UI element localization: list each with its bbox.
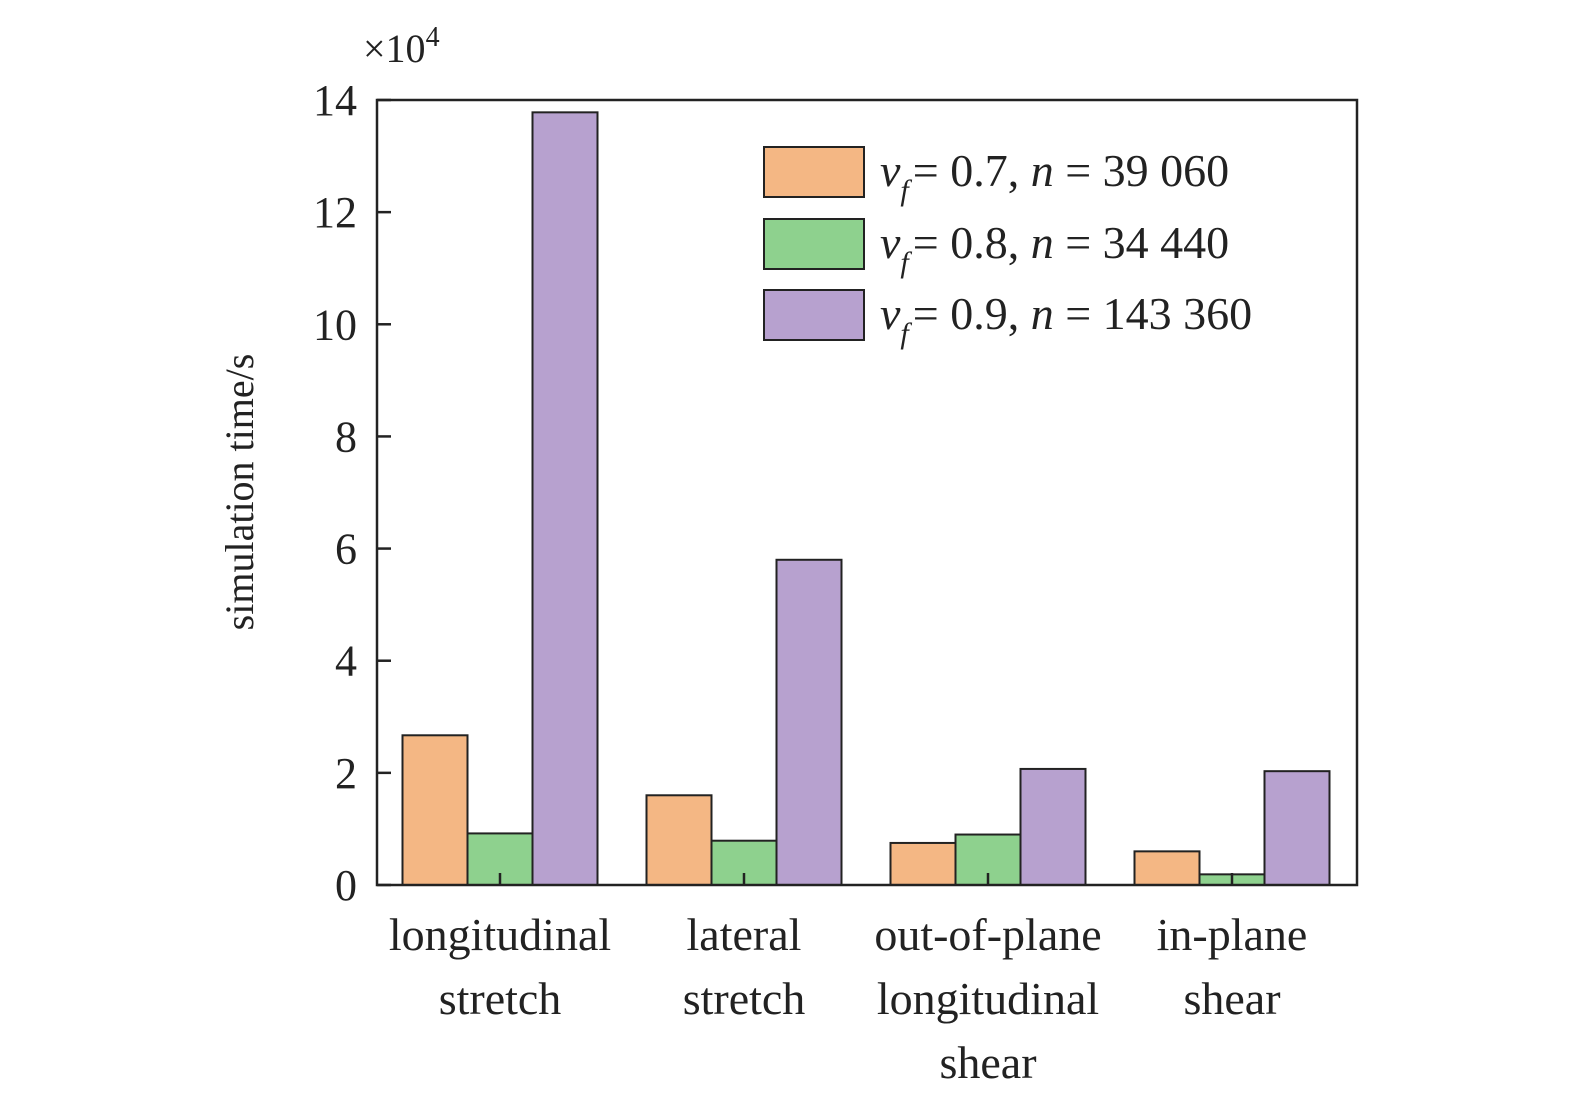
bar — [775, 558, 843, 886]
y-tick-label: 12 — [313, 188, 357, 237]
x-category-line: stretch — [439, 973, 562, 1024]
y-tick-label: 10 — [313, 300, 357, 349]
x-category-line: lateral — [687, 909, 802, 960]
bar — [1133, 850, 1201, 886]
x-category-label: out-of-plane longitudinal shear — [874, 909, 1101, 1088]
x-category-label: in-plane shear — [1157, 909, 1308, 1024]
plot-frame — [375, 98, 1359, 887]
legend-entry: vf= 0.7, n = 39 060 — [880, 145, 1229, 207]
y-tick-label: 2 — [335, 749, 357, 798]
y-tick-label: 8 — [335, 412, 357, 461]
legend-subscript: f — [900, 174, 912, 207]
legend-symbol: v — [880, 288, 901, 339]
y-tick-label: 0 — [335, 861, 357, 910]
x-category-line: out-of-plane — [874, 909, 1101, 960]
x-category-line: longitudinal — [389, 909, 611, 960]
x-category-line: longitudinal — [877, 973, 1099, 1024]
scale-exponent: 4 — [426, 22, 440, 53]
scale-prefix: ×10 — [363, 26, 426, 71]
bar — [645, 794, 713, 886]
legend-entry: vf= 0.8, n = 34 440 — [880, 217, 1229, 279]
legend-n-value: = 34 440 — [1054, 217, 1229, 268]
x-category-line: stretch — [683, 973, 806, 1024]
legend-subscript: f — [900, 246, 912, 279]
bar — [889, 841, 957, 886]
legend-subscript: f — [900, 317, 912, 350]
legend-vf: = 0.9, — [913, 288, 1031, 339]
legend-symbol: v — [880, 145, 901, 196]
bar — [1263, 770, 1331, 886]
legend-n-value: = 143 360 — [1054, 288, 1252, 339]
scale-multiplier: ×104 — [363, 22, 440, 71]
x-category-label: longitudinal stretch — [389, 909, 611, 1024]
legend-n-symbol: n — [1031, 145, 1054, 196]
x-category-line: shear — [939, 1037, 1036, 1088]
legend-entry: vf= 0.9, n = 143 360 — [880, 288, 1252, 350]
y-tick-label: 14 — [313, 76, 357, 125]
bar — [1019, 767, 1087, 886]
x-category-label: lateral stretch — [683, 909, 806, 1024]
bar — [531, 111, 599, 887]
x-category-line: shear — [1183, 973, 1280, 1024]
x-category-line: in-plane — [1157, 909, 1308, 960]
y-tick-label: 4 — [335, 637, 357, 686]
legend-n-value: = 39 060 — [1054, 145, 1229, 196]
legend-swatch — [763, 218, 865, 270]
legend-vf: = 0.7, — [913, 145, 1031, 196]
bars — [401, 111, 1331, 887]
y-axis-label: simulation time/s — [217, 354, 262, 631]
legend-vf: = 0.8, — [913, 217, 1031, 268]
bar — [401, 734, 469, 887]
y-tick-label: 6 — [335, 525, 357, 574]
legend-n-symbol: n — [1031, 288, 1054, 339]
legend-n-symbol: n — [1031, 217, 1054, 268]
legend-symbol: v — [880, 217, 901, 268]
legend-swatch — [763, 146, 865, 198]
y-axis-ticks: 0 2 4 6 8 10 12 14 — [313, 76, 391, 910]
x-axis-labels: longitudinal stretch lateral stretch out-of-… — [389, 909, 1308, 1088]
legend-swatch — [763, 289, 865, 341]
